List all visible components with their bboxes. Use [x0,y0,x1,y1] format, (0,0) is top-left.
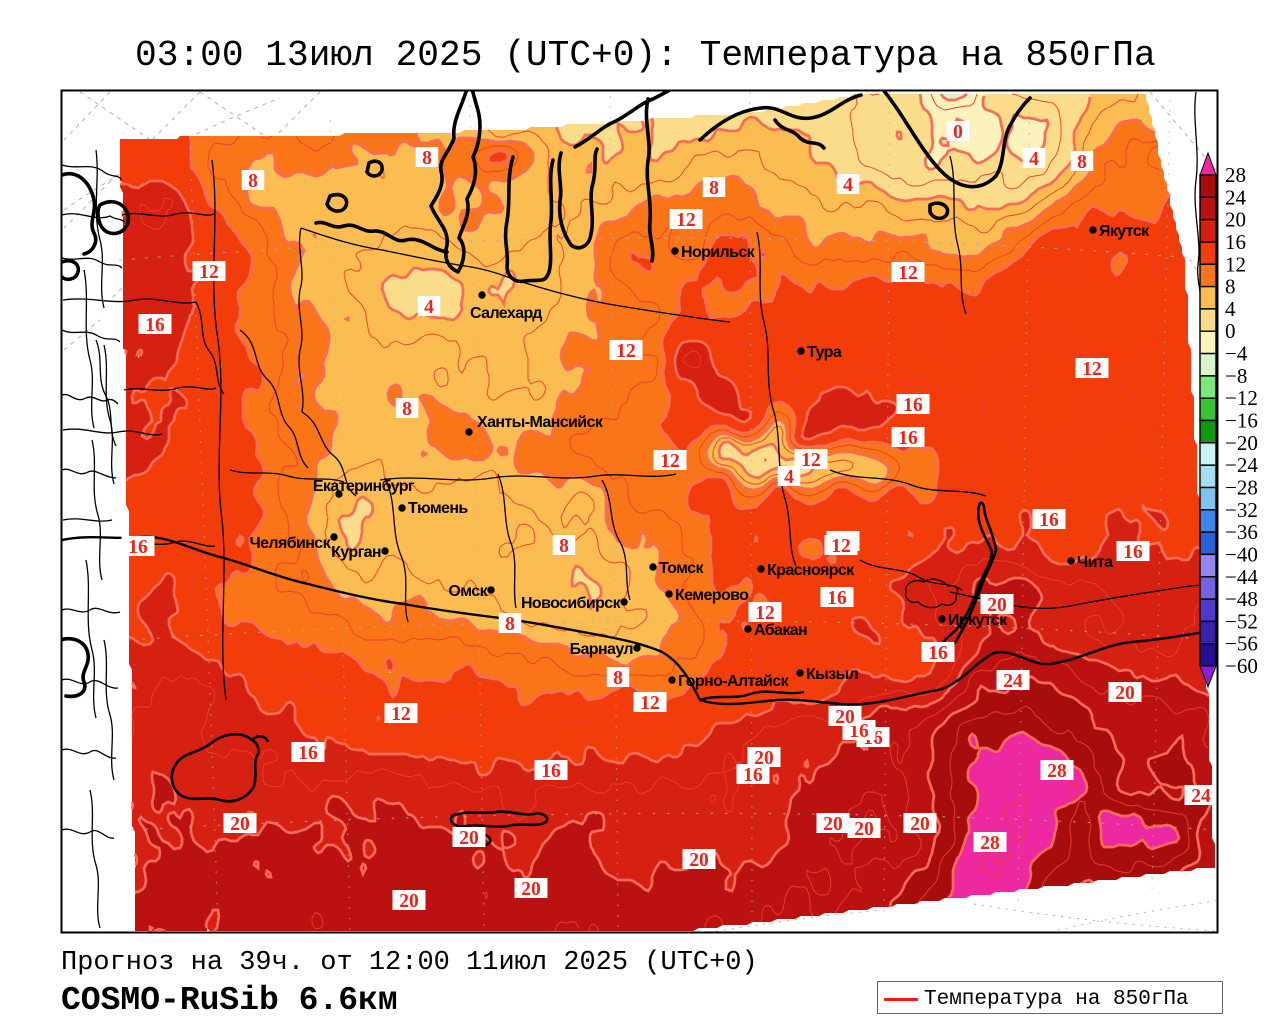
svg-text:8: 8 [613,668,623,689]
svg-text:20: 20 [1115,683,1135,704]
svg-text:−8: −8 [1225,364,1247,388]
svg-text:Новосибирск: Новосибирск [521,595,622,612]
svg-text:0: 0 [1225,319,1236,343]
svg-text:20: 20 [823,814,843,835]
svg-text:4: 4 [1029,149,1039,170]
svg-text:Челябинск: Челябинск [249,535,331,552]
svg-text:20: 20 [689,850,709,871]
svg-text:20: 20 [987,595,1007,616]
svg-text:8: 8 [1225,275,1236,299]
svg-text:16: 16 [541,761,561,782]
svg-text:12: 12 [1082,359,1102,380]
svg-text:4: 4 [843,175,853,196]
svg-text:16: 16 [903,395,923,416]
svg-text:24: 24 [1225,185,1247,209]
svg-text:20: 20 [1225,208,1246,232]
svg-text:Красноярск: Красноярск [767,562,855,579]
svg-text:12: 12 [199,262,219,283]
svg-text:12: 12 [1225,252,1246,276]
svg-text:−28: −28 [1225,476,1258,500]
svg-text:16: 16 [1039,510,1059,531]
svg-text:12: 12 [640,693,660,714]
svg-text:12: 12 [801,450,821,471]
svg-text:12: 12 [831,536,851,557]
svg-text:−44: −44 [1225,565,1258,589]
svg-text:12: 12 [391,704,411,725]
svg-text:−12: −12 [1225,386,1258,410]
svg-text:16: 16 [898,428,918,449]
svg-text:4: 4 [424,297,434,318]
svg-text:−60: −60 [1225,654,1258,678]
svg-text:24: 24 [1191,786,1211,807]
svg-text:Тюмень: Тюмень [408,500,468,517]
svg-text:Тура: Тура [807,344,842,361]
svg-text:12: 12 [898,263,918,284]
svg-text:12: 12 [660,451,680,472]
svg-text:28: 28 [1225,163,1246,187]
svg-text:Салехард: Салехард [470,305,542,322]
svg-text:12: 12 [755,603,775,624]
svg-text:16: 16 [298,743,318,764]
svg-text:Кемерово: Кемерово [675,587,749,604]
svg-text:Барнаул: Барнаул [570,641,634,658]
svg-text:20: 20 [459,828,479,849]
svg-text:Абакан: Абакан [754,622,807,639]
svg-text:20: 20 [754,748,774,769]
svg-text:Томск: Томск [659,560,704,577]
svg-text:16: 16 [1123,542,1143,563]
svg-text:16: 16 [743,765,763,786]
svg-text:0: 0 [953,122,963,143]
svg-text:Кызыл: Кызыл [806,666,859,683]
svg-text:4: 4 [784,467,794,488]
svg-text:20: 20 [835,707,855,728]
svg-text:28: 28 [980,833,1000,854]
svg-text:8: 8 [248,171,258,192]
svg-text:8: 8 [422,148,432,169]
svg-text:Горно-Алтайск: Горно-Алтайск [678,673,790,690]
svg-text:8: 8 [559,536,569,557]
svg-text:20: 20 [399,891,419,912]
svg-text:28: 28 [1047,761,1067,782]
svg-text:16: 16 [1225,230,1246,254]
svg-text:Чита: Чита [1077,554,1113,571]
svg-text:20: 20 [854,819,874,840]
svg-text:Иркутск: Иркутск [948,612,1008,629]
svg-text:16: 16 [849,721,869,742]
svg-text:−16: −16 [1225,409,1258,433]
svg-text:Омск: Омск [448,583,488,600]
svg-text:20: 20 [230,814,250,835]
svg-text:Норильск: Норильск [681,244,756,261]
svg-text:12: 12 [616,341,636,362]
svg-text:−56: −56 [1225,632,1258,656]
svg-text:4: 4 [1225,297,1236,321]
svg-text:Курган: Курган [331,544,381,561]
svg-text:16: 16 [928,643,948,664]
svg-text:−20: −20 [1225,431,1258,455]
svg-text:−36: −36 [1225,520,1258,544]
svg-text:Якутск: Якутск [1099,223,1150,240]
svg-text:8: 8 [402,399,412,420]
svg-text:8: 8 [709,178,719,199]
svg-text:8: 8 [1077,152,1087,173]
svg-text:24: 24 [1003,671,1023,692]
svg-text:−4: −4 [1225,342,1248,366]
svg-text:Ханты-Мансийск: Ханты-Мансийск [477,414,604,431]
svg-text:20: 20 [910,814,930,835]
svg-text:−24: −24 [1225,453,1258,477]
svg-text:−40: −40 [1225,542,1258,566]
svg-text:−32: −32 [1225,498,1258,522]
svg-text:16: 16 [128,537,148,558]
svg-text:−48: −48 [1225,587,1258,611]
svg-text:12: 12 [676,210,696,231]
svg-text:−52: −52 [1225,609,1258,633]
svg-text:20: 20 [521,879,541,900]
svg-text:Екатеринбург: Екатеринбург [313,478,415,495]
svg-text:16: 16 [827,588,847,609]
svg-text:16: 16 [145,315,165,336]
svg-text:8: 8 [505,614,515,635]
